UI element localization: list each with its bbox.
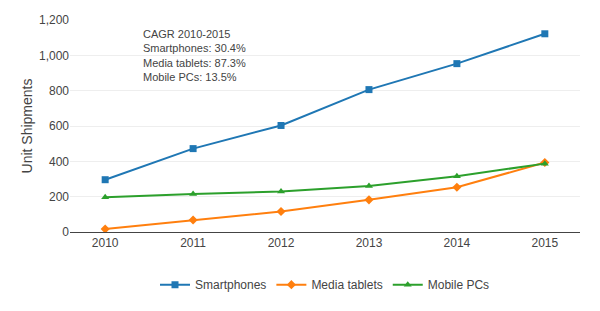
svg-text:0: 0 — [62, 225, 69, 239]
svg-text:2015: 2015 — [531, 236, 558, 250]
svg-text:2013: 2013 — [356, 236, 383, 250]
svg-text:800: 800 — [49, 84, 69, 98]
svg-text:Media tablets: Media tablets — [311, 278, 382, 292]
svg-text:Unit Shipments: Unit Shipments — [19, 79, 35, 174]
svg-text:2012: 2012 — [268, 236, 295, 250]
svg-text:200: 200 — [49, 190, 69, 204]
svg-text:400: 400 — [49, 155, 69, 169]
svg-text:2014: 2014 — [444, 236, 471, 250]
svg-text:2010: 2010 — [92, 236, 119, 250]
svg-text:600: 600 — [49, 119, 69, 133]
svg-text:Mobile PCs: Mobile PCs — [428, 278, 489, 292]
svg-text:CAGR 2010-2015Smartphones: 30.: CAGR 2010-2015Smartphones: 30.4%Media ta… — [143, 28, 246, 83]
svg-text:Smartphones: Smartphones — [195, 278, 266, 292]
svg-text:1,000: 1,000 — [39, 49, 69, 63]
svg-text:1,200: 1,200 — [39, 13, 69, 27]
svg-text:2011: 2011 — [180, 236, 206, 250]
